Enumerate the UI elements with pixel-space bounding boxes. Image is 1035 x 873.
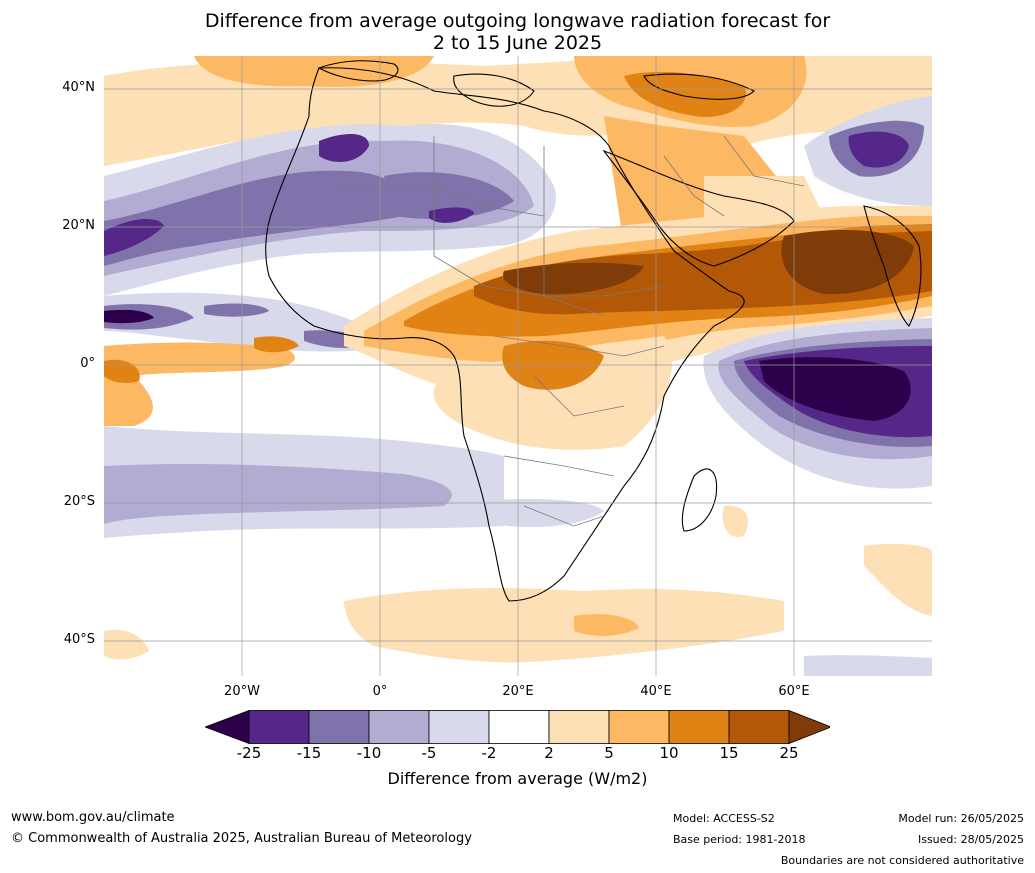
graticule	[104, 56, 932, 676]
longitude-label: 20°E	[502, 684, 534, 699]
colorbar-swatch	[368, 710, 430, 744]
longitude-label: 0°	[372, 684, 388, 699]
anomaly-field	[104, 56, 932, 676]
colorbar-swatch	[608, 710, 670, 744]
country-borders	[334, 135, 805, 527]
olr-anomaly-map	[104, 56, 932, 676]
boundaries-disclaimer: Boundaries are not considered authoritat…	[780, 854, 1024, 867]
colorbar-tick-label: 5	[604, 744, 614, 762]
colorbar-swatch	[728, 710, 790, 744]
colorbar	[205, 710, 830, 744]
longitude-label: 20°W	[224, 684, 260, 699]
website-link[interactable]: www.bom.gov.au/climate	[11, 810, 175, 825]
latitude-label: 20°N	[62, 218, 95, 233]
latitude-label: 20°S	[63, 494, 95, 509]
colorbar-swatch	[428, 710, 490, 744]
coastlines	[265, 60, 922, 602]
colorbar-tick-label: 10	[659, 744, 679, 762]
colorbar-tick-label: 25	[779, 744, 799, 762]
colorbar-tick-label: -25	[236, 744, 262, 762]
colorbar-tick-label: -15	[296, 744, 322, 762]
base-period: Base period: 1981-2018	[673, 833, 806, 846]
model-name: Model: ACCESS-S2	[673, 812, 775, 825]
copyright-text: © Commonwealth of Australia 2025, Austra…	[11, 831, 472, 846]
latitude-label: 0°	[80, 356, 95, 371]
colorbar-label: Difference from average (W/m2)	[387, 769, 648, 788]
colorbar-tick-label: 15	[719, 744, 739, 762]
latitude-label: 40°S	[63, 632, 95, 647]
colorbar-tick-label: -2	[481, 744, 497, 762]
map-title: Difference from average outgoing longwav…	[0, 10, 1035, 54]
latitude-label: 40°N	[62, 80, 95, 95]
colorbar-swatch	[488, 710, 550, 744]
colorbar-tick-label: -10	[356, 744, 382, 762]
colorbar-max-arrow	[788, 710, 830, 744]
issued-date: Issued: 28/05/2025	[917, 833, 1024, 846]
colorbar-tick-label: -5	[421, 744, 437, 762]
longitude-label: 60°E	[778, 684, 810, 699]
colorbar-swatch	[248, 710, 310, 744]
model-run-date: Model run: 26/05/2025	[898, 812, 1024, 825]
title-line-1: Difference from average outgoing longwav…	[204, 10, 831, 32]
colorbar-swatch	[548, 710, 610, 744]
title-line-2: 2 to 15 June 2025	[432, 32, 603, 54]
longitude-label: 40°E	[640, 684, 672, 699]
colorbar-swatch	[668, 710, 730, 744]
colorbar-swatch	[308, 710, 370, 744]
colorbar-tick-label: 2	[544, 744, 554, 762]
colorbar-min-arrow	[205, 710, 250, 744]
